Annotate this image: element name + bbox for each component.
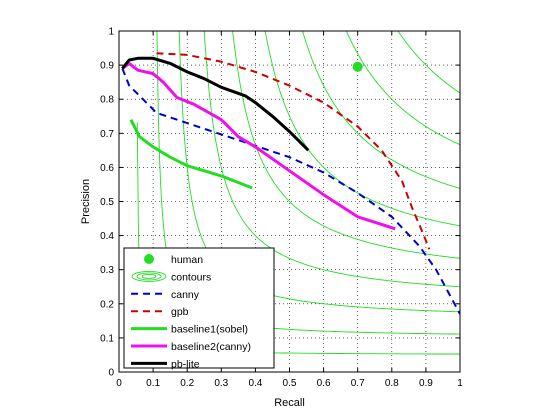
x-tick-label: 1	[457, 378, 463, 389]
x-tick-label: 0.8	[385, 378, 399, 389]
gpb-line	[156, 52, 431, 250]
x-axis-label: Recall	[274, 397, 305, 409]
legend: human contours canny gpb baseline1(sobel) bas…	[123, 247, 275, 370]
legend-label-human: human	[171, 254, 203, 266]
canny-line	[121, 68, 460, 315]
y-tick-label: 0.3	[100, 265, 114, 276]
series-group	[121, 52, 460, 315]
contour-line	[397, 31, 460, 94]
x-tick-label: 0.7	[351, 378, 365, 389]
y-tick-label: 0.5	[100, 197, 114, 208]
x-tick-label: 0.2	[180, 378, 194, 389]
contour-line	[345, 31, 460, 146]
x-tick-label: 0	[116, 378, 122, 389]
y-tick-label: 0.1	[100, 333, 114, 344]
y-tick-label: 0.8	[100, 95, 114, 106]
legend-label-baseline2-canny-: baseline2(canny)	[171, 341, 251, 353]
legend-box	[123, 247, 275, 369]
x-tick-label: 0.3	[214, 378, 228, 389]
y-tick-label: 1	[108, 27, 114, 38]
y-tick-label: 0.7	[100, 129, 114, 140]
axis-ticks: 0 0.1 0.2 0.3 0.4 0.5 0.6 0.7 0.8 0.9 1 0 0.1 0.2 0.3 0…	[100, 27, 463, 390]
y-tick-label: 0.6	[100, 163, 114, 174]
y-axis-label: Precision	[80, 179, 92, 224]
legend-label-gpb: gpb	[171, 306, 189, 318]
human-point	[352, 61, 363, 72]
baseline1-sobel--line	[129, 119, 253, 190]
contour-line	[232, 31, 460, 259]
legend-label-baseline1-sobel-: baseline1(sobel)	[171, 324, 248, 336]
baseline2-canny--line	[121, 61, 396, 231]
legend-swatch-contours	[141, 273, 157, 279]
y-tick-label: 0	[108, 368, 114, 379]
y-tick-label: 0.4	[100, 231, 114, 242]
y-tick-label: 0.2	[100, 299, 114, 310]
x-tick-label: 0.9	[419, 378, 433, 389]
x-tick-label: 0.4	[248, 378, 262, 389]
pb-lite-line	[121, 56, 310, 152]
legend-swatch-contours	[136, 272, 162, 281]
legend-label-pb-lite: pb-lite	[171, 358, 200, 370]
legend-swatch-human	[144, 254, 154, 264]
contour-line	[302, 31, 460, 189]
x-tick-label: 0.6	[317, 378, 331, 389]
x-tick-label: 0.1	[146, 378, 160, 389]
contour-line	[203, 31, 460, 288]
y-tick-label: 0.9	[100, 61, 114, 72]
legend-label-canny: canny	[171, 289, 200, 301]
x-tick-label: 0.5	[283, 378, 297, 389]
legend-label-contours: contours	[171, 271, 211, 283]
legend-swatch-contours	[131, 270, 167, 282]
